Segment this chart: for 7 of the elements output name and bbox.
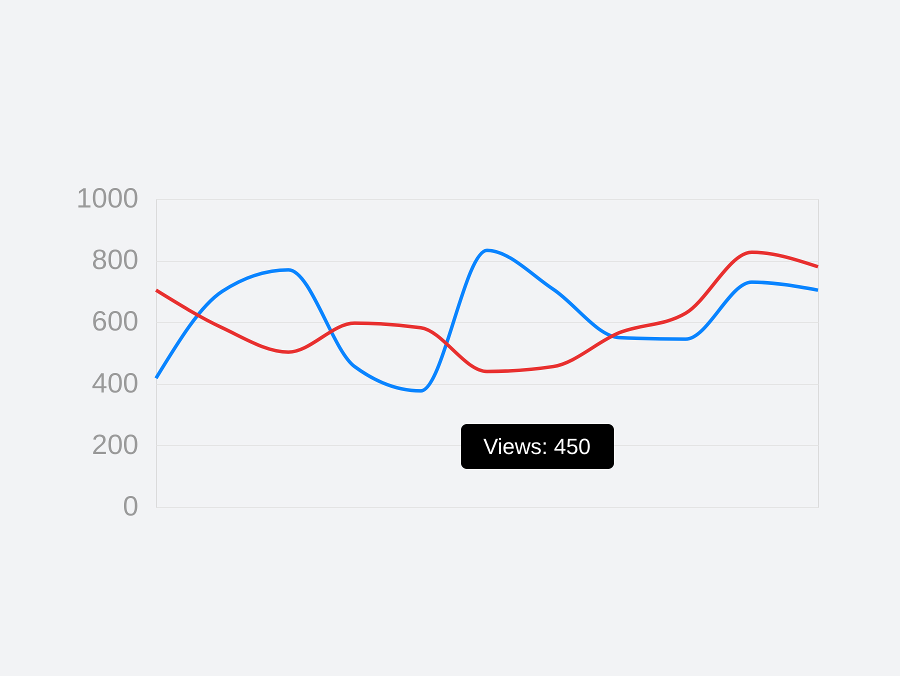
y-tick-label: 600 — [92, 306, 138, 337]
y-tick-label: 200 — [92, 428, 138, 460]
y-tick-label: 800 — [92, 244, 138, 276]
annotation: Views: 450 — [483, 434, 591, 459]
y-tick-label: 400 — [92, 367, 138, 398]
y-tick-label: 1000 — [76, 182, 138, 214]
y-tick-label: 0 — [122, 490, 138, 522]
